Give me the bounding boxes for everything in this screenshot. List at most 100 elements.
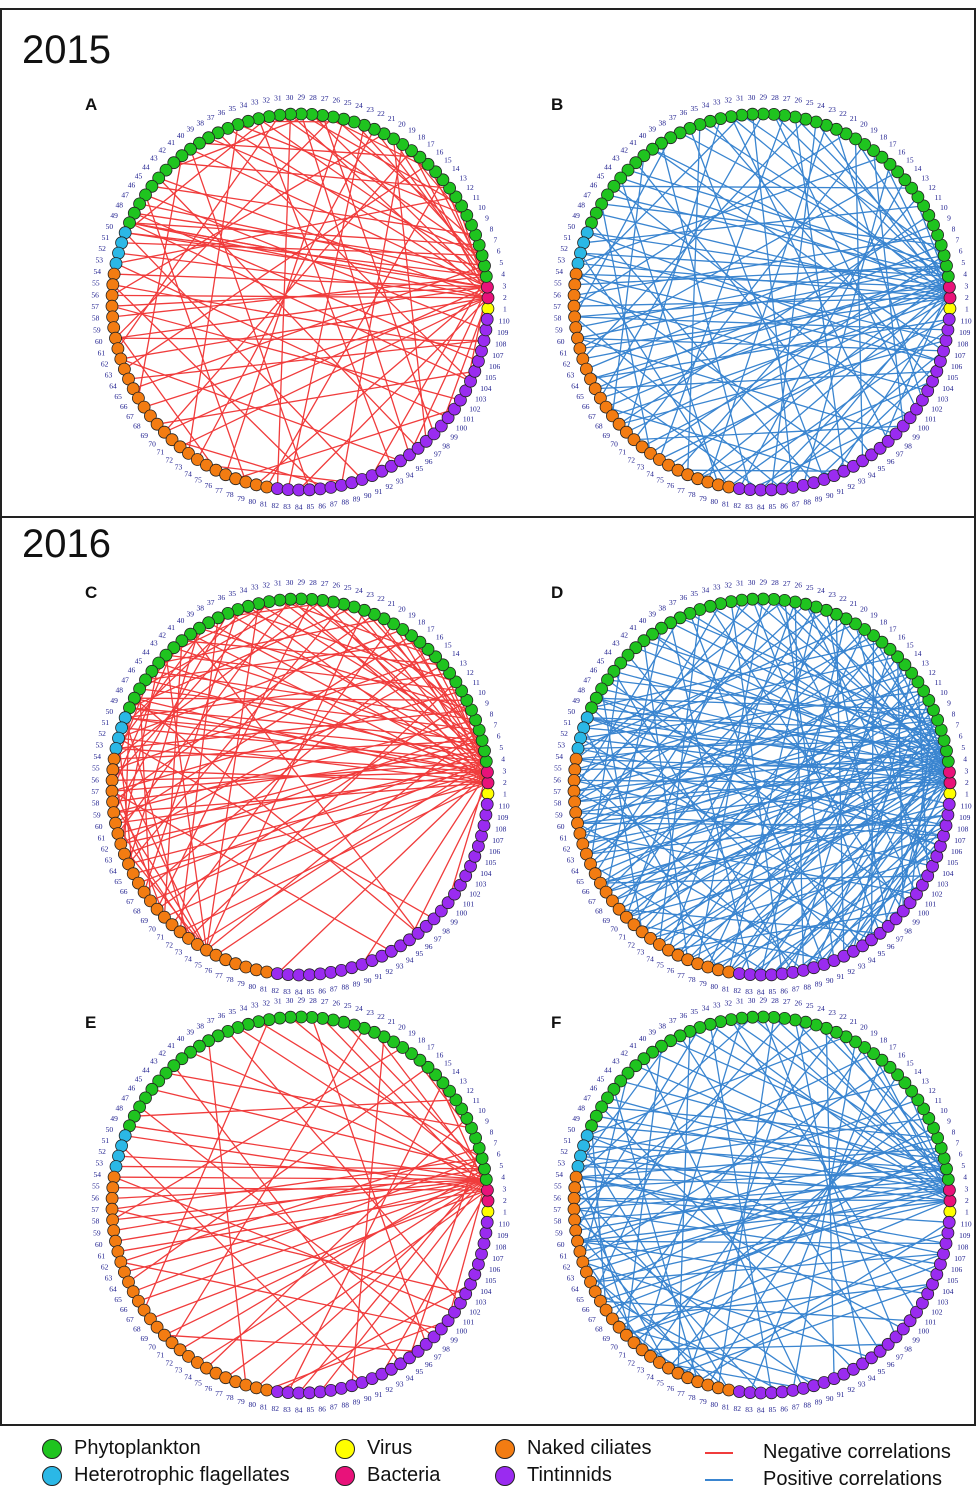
node-label-72: 72	[627, 455, 635, 464]
correlation-edge	[590, 1125, 607, 1311]
node-label-2: 2	[965, 778, 969, 787]
node-label-109: 109	[959, 328, 971, 337]
correlation-edge	[113, 782, 489, 814]
node-label-47: 47	[121, 1094, 129, 1103]
node-label-100: 100	[456, 424, 468, 433]
node-label-91: 91	[375, 1390, 383, 1399]
correlation-edge	[594, 244, 942, 390]
node-label-37: 37	[207, 113, 215, 122]
node-label-2: 2	[503, 778, 507, 787]
node-label-97: 97	[896, 934, 904, 943]
correlation-edge	[112, 1187, 488, 1191]
correlation-edge	[573, 609, 827, 781]
node-14	[898, 173, 912, 187]
node-44	[152, 171, 166, 185]
node-label-77: 77	[215, 486, 223, 495]
node-87	[324, 966, 338, 979]
node-label-58: 58	[92, 1217, 100, 1226]
node-label-101: 101	[925, 899, 937, 908]
node-label-50: 50	[568, 1125, 576, 1134]
year-label-2015: 2015	[22, 28, 111, 72]
node-label-20: 20	[860, 605, 868, 614]
node-label-78: 78	[688, 975, 696, 984]
node-68	[606, 409, 619, 423]
correlation-edge	[164, 1178, 487, 1336]
node-96	[411, 926, 425, 940]
node-52	[574, 731, 587, 745]
node-74	[190, 938, 204, 951]
correlation-edge	[590, 1253, 944, 1283]
node-19	[858, 1041, 871, 1054]
node-label-5: 5	[961, 743, 965, 752]
node-94	[394, 939, 408, 953]
node-label-8: 8	[490, 1127, 494, 1136]
node-label-14: 14	[914, 649, 922, 658]
node-label-49: 49	[572, 1114, 580, 1123]
correlation-edge	[707, 884, 923, 968]
node-label-71: 71	[619, 1351, 627, 1360]
node-label-77: 77	[677, 1389, 685, 1398]
correlation-edge	[583, 205, 924, 244]
correlation-edge	[129, 606, 355, 709]
node-label-44: 44	[142, 1065, 150, 1074]
correlation-edge	[258, 603, 483, 741]
node-label-45: 45	[135, 171, 143, 180]
node-label-72: 72	[627, 940, 635, 949]
correlation-edge	[773, 599, 918, 895]
correlation-edge	[129, 222, 480, 246]
node-label-62: 62	[101, 1263, 109, 1272]
node-label-43: 43	[612, 1057, 620, 1066]
node-27	[778, 594, 791, 607]
correlation-edge	[870, 635, 875, 940]
node-label-19: 19	[408, 1029, 416, 1038]
node-label-47: 47	[583, 1094, 591, 1103]
correlation-edge	[117, 739, 483, 835]
node-label-95: 95	[878, 949, 886, 958]
node-98	[889, 912, 903, 926]
correlation-edge	[596, 212, 951, 299]
node-label-42: 42	[621, 146, 629, 155]
panel-label-e: E	[85, 1013, 96, 1032]
node-54	[107, 267, 121, 281]
correlation-edge	[582, 1261, 872, 1359]
node-109	[479, 1226, 493, 1240]
node-label-40: 40	[177, 1034, 185, 1043]
node-label-3: 3	[503, 766, 507, 775]
correlation-edge	[625, 599, 743, 918]
node-label-85: 85	[769, 987, 777, 996]
correlation-edge	[771, 814, 949, 976]
correlation-edge	[659, 1361, 804, 1390]
correlation-edge	[760, 719, 939, 976]
node-label-52: 52	[98, 244, 106, 253]
node-69	[150, 902, 164, 916]
node-label-55: 55	[92, 764, 100, 773]
node-4	[479, 269, 493, 283]
node-label-48: 48	[578, 1104, 586, 1113]
node-label-61: 61	[98, 1251, 106, 1260]
node-label-85: 85	[769, 1405, 777, 1414]
node-label-26: 26	[794, 96, 802, 105]
node-55	[568, 763, 582, 777]
correlation-edge	[179, 297, 489, 448]
node-label-70: 70	[148, 439, 156, 448]
node-label-48: 48	[578, 201, 586, 210]
correlation-edge	[586, 1036, 847, 1137]
node-label-107: 107	[954, 1254, 966, 1263]
node-26	[326, 110, 340, 124]
node-82	[270, 1385, 284, 1398]
node-label-71: 71	[157, 448, 165, 457]
node-87	[786, 1384, 800, 1397]
correlation-edge	[113, 1176, 455, 1313]
node-label-34: 34	[702, 1003, 710, 1012]
node-label-13: 13	[459, 173, 467, 182]
legend-bacteria: Bacteria	[335, 1464, 440, 1487]
node-label-5: 5	[499, 743, 503, 752]
correlation-edge	[771, 350, 944, 491]
node-99	[896, 419, 910, 433]
node-label-86: 86	[780, 501, 788, 510]
node-label-54: 54	[94, 1170, 102, 1179]
node-81	[722, 1383, 736, 1397]
correlation-edge	[258, 118, 487, 277]
node-110	[942, 797, 956, 811]
correlation-edge	[773, 1016, 949, 1180]
